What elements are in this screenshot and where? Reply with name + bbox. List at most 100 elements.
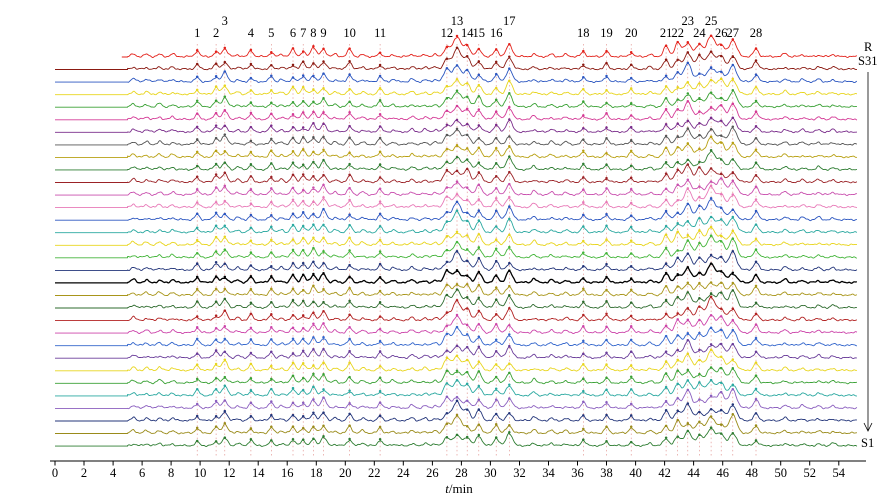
peak-marker (465, 147, 469, 150)
peak-marker (322, 249, 325, 253)
peak-marker (494, 423, 498, 426)
peak-marker (664, 172, 668, 175)
peak-marker (664, 372, 668, 375)
peak-marker (686, 352, 690, 355)
peak-marker (445, 324, 449, 327)
peak-marker (214, 99, 218, 102)
peak-marker (378, 289, 382, 293)
peak-marker (664, 246, 668, 250)
peak-marker (455, 143, 459, 147)
peak-marker (629, 364, 633, 367)
peak-marker (348, 375, 351, 379)
peak-number-label: 21 (660, 26, 673, 40)
peak-marker (322, 86, 325, 90)
peak-marker (348, 249, 351, 252)
peak-marker (445, 160, 449, 164)
peak-marker (195, 300, 199, 303)
peak-marker (508, 284, 511, 288)
peak-marker (378, 350, 382, 353)
chromatogram-trace (55, 185, 858, 209)
peak-marker (465, 435, 469, 439)
peak-number-label: 12 (441, 26, 454, 40)
peak-marker (322, 148, 325, 152)
peak-marker (664, 58, 668, 61)
chromatogram-trace (55, 289, 858, 309)
peak-number-label: 22 (671, 26, 684, 40)
peak-marker (676, 71, 679, 74)
peak-marker (605, 388, 608, 392)
peak-marker (477, 433, 481, 437)
peak-marker (348, 124, 351, 128)
peak-marker (494, 387, 498, 390)
peak-marker (629, 402, 633, 406)
peak-marker (754, 301, 758, 305)
peak-marker (301, 248, 305, 252)
peak-marker (719, 270, 723, 273)
peak-marker (731, 358, 735, 361)
peak-marker (629, 225, 633, 229)
peak-marker (270, 400, 273, 403)
peak-marker (465, 234, 469, 237)
peak-marker (291, 248, 295, 252)
peak-marker (731, 367, 735, 370)
peak-marker (214, 388, 218, 391)
peak-marker (676, 318, 679, 321)
peak-marker (477, 360, 481, 364)
peak-marker (686, 318, 690, 321)
x-tick-label: 10 (194, 466, 207, 480)
peak-marker (731, 171, 735, 174)
peak-marker (465, 370, 469, 374)
peak-marker (731, 412, 735, 416)
peak-marker (754, 284, 758, 288)
peak-marker (322, 173, 325, 177)
peak-marker (494, 312, 498, 316)
chromatogram-trace (55, 150, 857, 171)
x-tick-label: 50 (774, 466, 787, 480)
peak-marker (719, 234, 723, 238)
sample-top-label: S31 (858, 54, 877, 68)
peak-marker (223, 161, 227, 164)
peak-marker (348, 111, 351, 114)
peak-marker (508, 217, 511, 221)
peak-marker (719, 255, 723, 259)
peak-marker (709, 253, 713, 257)
peak-marker (301, 210, 305, 214)
peak-marker (698, 166, 701, 169)
peak-marker (754, 198, 758, 201)
peak-marker (719, 315, 723, 318)
peak-marker (629, 149, 633, 153)
peak-marker (270, 275, 273, 278)
peak-marker (477, 198, 481, 201)
peak-marker (445, 147, 449, 151)
peak-marker (312, 272, 315, 276)
peak-marker (195, 212, 199, 215)
peak-marker (494, 187, 498, 190)
peak-marker (605, 176, 608, 180)
peak-marker (508, 306, 511, 310)
x-tick-label: 24 (397, 466, 410, 480)
peak-marker (709, 50, 713, 53)
peak-marker (465, 107, 469, 111)
peak-marker (312, 411, 315, 415)
peak-marker (605, 112, 608, 115)
peak-marker (719, 307, 723, 311)
peak-marker (378, 176, 382, 179)
peak-marker (195, 150, 199, 154)
peak-marker (719, 328, 723, 332)
peak-marker (605, 88, 608, 92)
peak-marker (270, 265, 273, 268)
peak-marker (223, 224, 227, 228)
peak-marker (312, 160, 315, 164)
peak-marker (322, 396, 325, 399)
x-tick-label: 16 (281, 466, 294, 480)
peak-marker (270, 313, 273, 316)
peak-marker (214, 338, 218, 341)
peak-marker (508, 333, 511, 336)
peak-marker (301, 163, 305, 167)
x-tick-label: 4 (110, 466, 117, 480)
peak-marker (477, 246, 481, 249)
peak-marker (214, 275, 218, 278)
peak-marker (494, 298, 498, 301)
peak-marker (494, 123, 498, 127)
peak-marker (322, 361, 325, 364)
